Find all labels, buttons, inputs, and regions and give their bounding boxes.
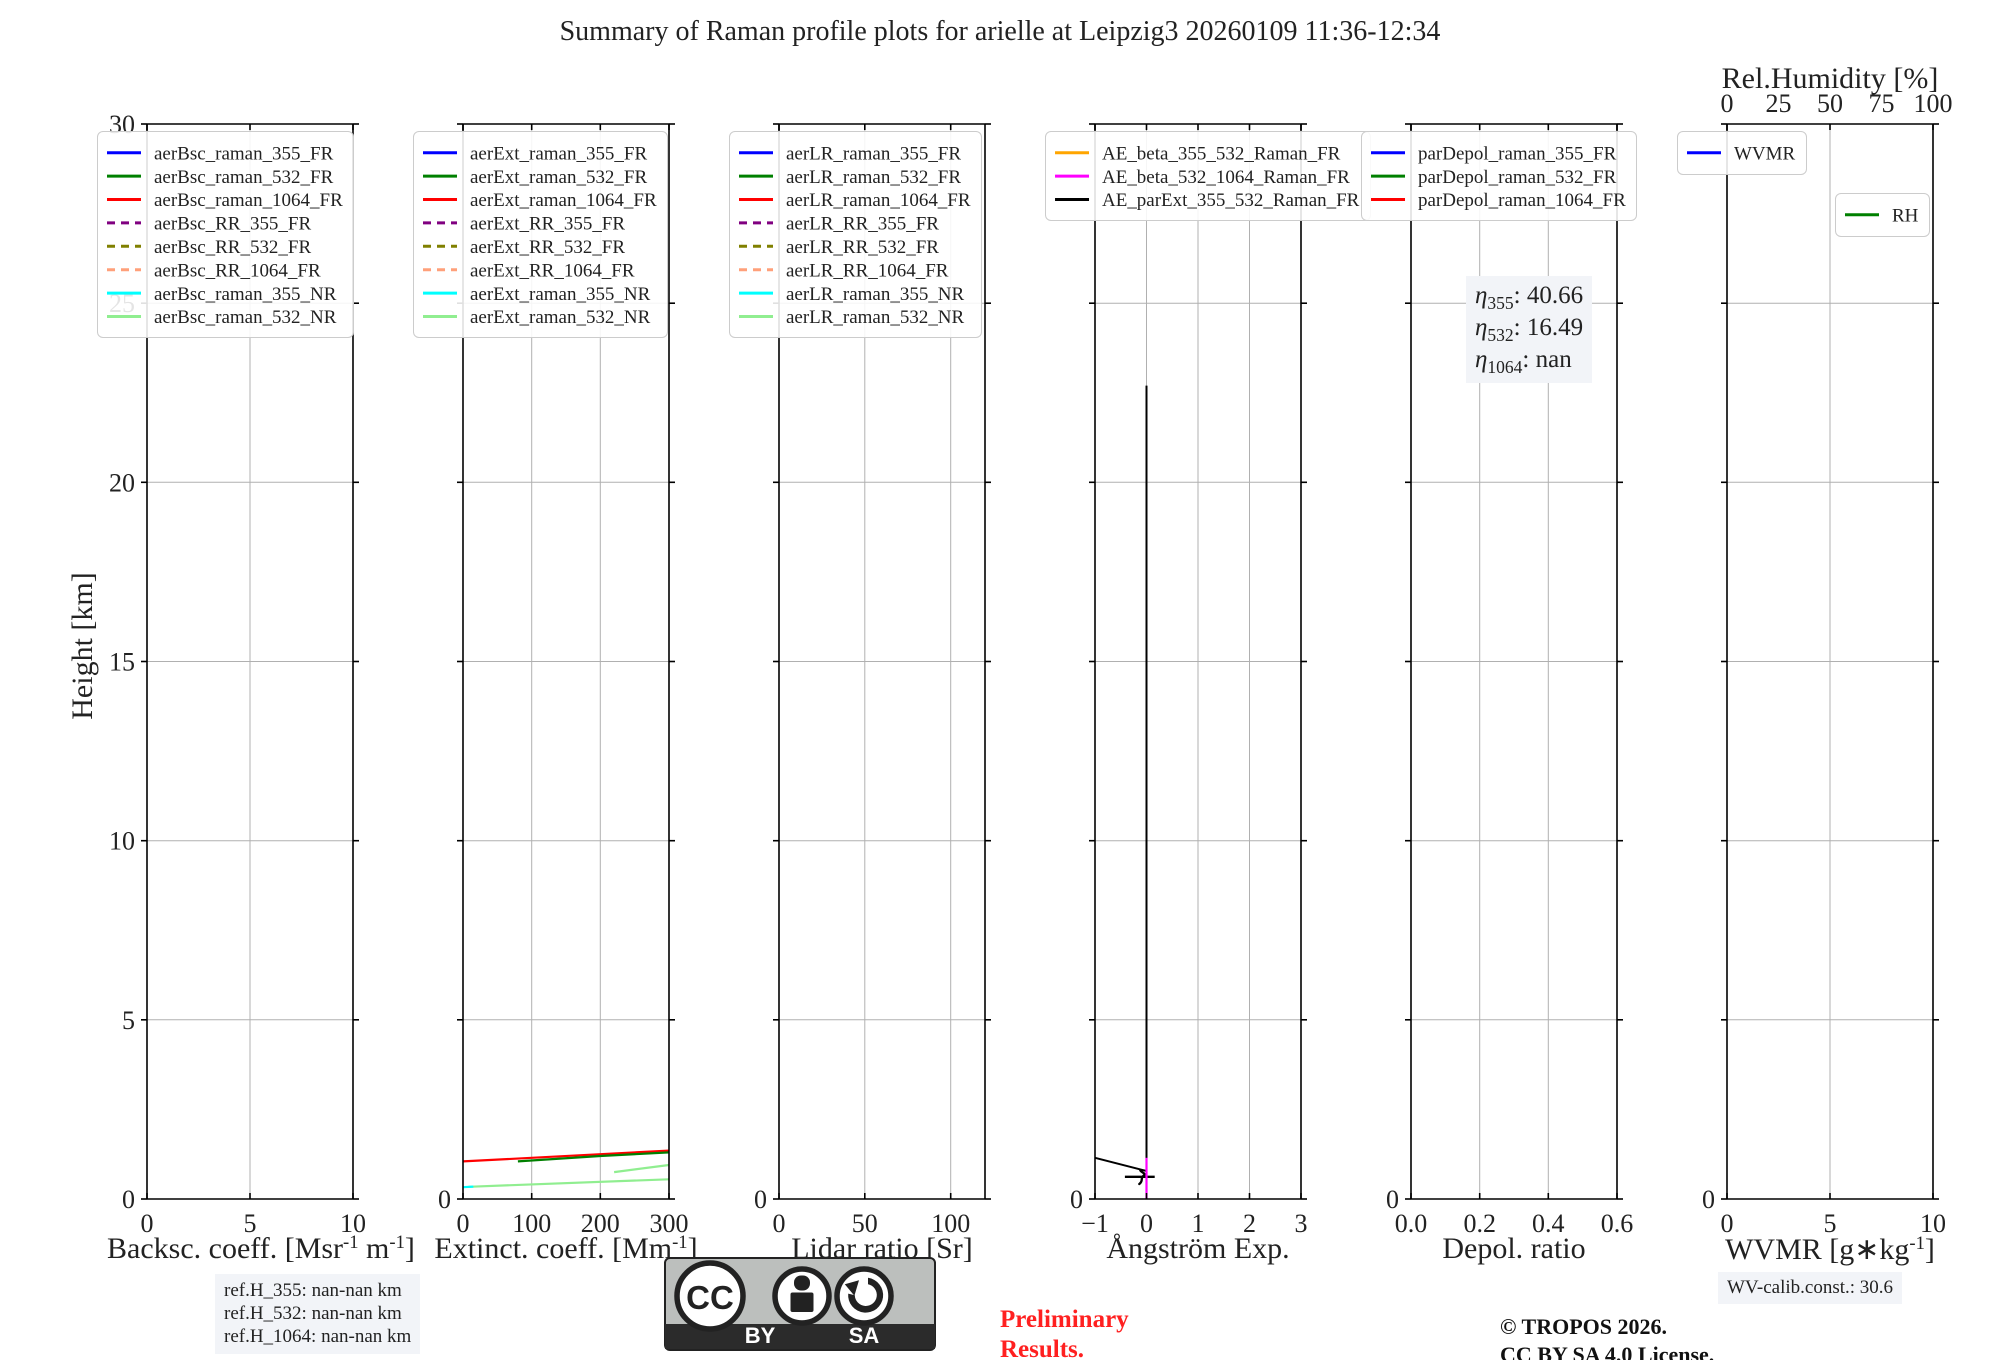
svg-text:aerBsc_raman_355_NR: aerBsc_raman_355_NR — [154, 284, 337, 305]
svg-text:aerLR_RR_1064_FR: aerLR_RR_1064_FR — [786, 261, 949, 282]
svg-text:aerExt_raman_532_NR: aerExt_raman_532_NR — [470, 307, 651, 328]
svg-text:20: 20 — [109, 468, 135, 497]
svg-text:aerExt_raman_532_FR: aerExt_raman_532_FR — [470, 167, 647, 188]
svg-text:aerExt_RR_532_FR: aerExt_RR_532_FR — [470, 237, 625, 258]
svg-text:0: 0 — [438, 1185, 451, 1214]
svg-text:10: 10 — [109, 827, 135, 856]
svg-text:aerBsc_raman_532_FR: aerBsc_raman_532_FR — [154, 167, 334, 188]
svg-text:CC: CC — [686, 1279, 734, 1316]
svg-text:aerBsc_raman_355_FR: aerBsc_raman_355_FR — [154, 144, 334, 165]
svg-text:AE_parExt_355_532_Raman_FR: AE_parExt_355_532_Raman_FR — [1102, 190, 1360, 211]
svg-text:5: 5 — [122, 1006, 135, 1035]
svg-text:0: 0 — [122, 1185, 135, 1214]
svg-text:15: 15 — [109, 648, 135, 677]
svg-text:aerLR_raman_532_NR: aerLR_raman_532_NR — [786, 307, 965, 328]
svg-text:aerLR_raman_1064_FR: aerLR_raman_1064_FR — [786, 190, 971, 211]
svg-text:aerBsc_raman_532_NR: aerBsc_raman_532_NR — [154, 307, 337, 328]
svg-text:aerExt_raman_355_NR: aerExt_raman_355_NR — [470, 284, 651, 305]
svg-text:aerExt_RR_1064_FR: aerExt_RR_1064_FR — [470, 261, 635, 282]
svg-text:AE_beta_355_532_Raman_FR: AE_beta_355_532_Raman_FR — [1102, 144, 1341, 165]
svg-text:aerExt_RR_355_FR: aerExt_RR_355_FR — [470, 214, 625, 235]
svg-text:aerBsc_RR_1064_FR: aerBsc_RR_1064_FR — [154, 261, 321, 282]
svg-text:parDepol_raman_532_FR: parDepol_raman_532_FR — [1418, 167, 1617, 188]
svg-text:BY: BY — [745, 1323, 776, 1348]
svg-text:0: 0 — [1702, 1185, 1715, 1214]
svg-text:aerExt_raman_355_FR: aerExt_raman_355_FR — [470, 144, 647, 165]
svg-text:parDepol_raman_355_FR: parDepol_raman_355_FR — [1418, 144, 1617, 165]
svg-text:WVMR: WVMR — [1734, 144, 1796, 165]
svg-text:SA: SA — [849, 1323, 880, 1348]
svg-text:aerLR_RR_355_FR: aerLR_RR_355_FR — [786, 214, 939, 235]
svg-text:0: 0 — [754, 1185, 767, 1214]
svg-text:aerExt_raman_1064_FR: aerExt_raman_1064_FR — [470, 190, 657, 211]
svg-text:aerBsc_raman_1064_FR: aerBsc_raman_1064_FR — [154, 190, 343, 211]
svg-text:aerLR_raman_355_NR: aerLR_raman_355_NR — [786, 284, 965, 305]
svg-text:aerLR_raman_532_FR: aerLR_raman_532_FR — [786, 167, 961, 188]
svg-text:RH: RH — [1892, 206, 1919, 227]
svg-text:aerLR_raman_355_FR: aerLR_raman_355_FR — [786, 144, 961, 165]
svg-text:parDepol_raman_1064_FR: parDepol_raman_1064_FR — [1418, 190, 1626, 211]
svg-text:aerBsc_RR_532_FR: aerBsc_RR_532_FR — [154, 237, 311, 258]
svg-text:aerBsc_RR_355_FR: aerBsc_RR_355_FR — [154, 214, 311, 235]
svg-text:aerLR_RR_532_FR: aerLR_RR_532_FR — [786, 237, 939, 258]
svg-text:AE_beta_532_1064_Raman_FR: AE_beta_532_1064_Raman_FR — [1102, 167, 1350, 188]
